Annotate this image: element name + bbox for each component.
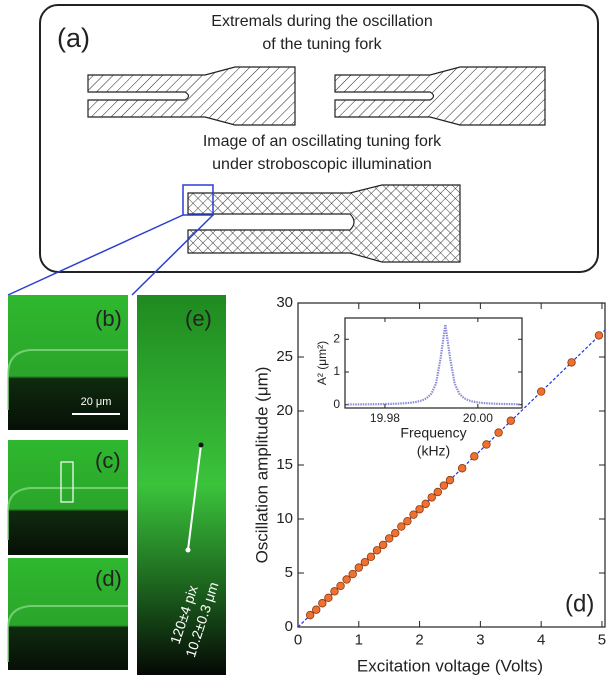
panel-label: (d) (95, 566, 122, 591)
panel-label: (b) (95, 306, 122, 331)
micrograph: (c) (7, 440, 128, 555)
data-point (415, 505, 424, 514)
x-axis-label: Frequency (400, 425, 466, 441)
annotation: (d) (565, 590, 594, 617)
y-tick-label: 0 (333, 397, 340, 411)
data-point (506, 416, 515, 425)
x-tick-label: 4 (537, 631, 545, 648)
data-point (421, 499, 430, 509)
y-tick-label: 0 (285, 618, 293, 635)
data-point (360, 558, 370, 567)
zoom-box (182, 184, 214, 216)
data-point (494, 428, 503, 437)
y-axis-label: Oscillation amplitude (μm) (252, 367, 271, 564)
x-tick-label: 3 (476, 631, 484, 648)
y-axis-label: A² (μm²) (315, 341, 329, 385)
data-line (347, 324, 520, 406)
micrograph: (b) 20 μm (7, 295, 128, 430)
caption: under stroboscopic illumination (212, 156, 432, 173)
caption: Image of an oscillating tuning fork (203, 133, 442, 150)
scale-label: 20 μm (81, 396, 112, 408)
plot-area (297, 329, 606, 628)
data-point (318, 599, 327, 608)
caption: Extremals during the oscillation (211, 13, 432, 30)
data-point (384, 534, 394, 543)
y-tick-label: 30 (276, 294, 293, 311)
data-point (391, 528, 400, 538)
data-point (427, 493, 436, 502)
x-axis-label: (kHz) (417, 443, 450, 459)
x-tick-label: 1 (355, 631, 363, 648)
y-tick-label: 2 (333, 331, 340, 345)
panel-label: (c) (95, 448, 121, 473)
data-point (482, 440, 491, 449)
data-point (348, 569, 357, 579)
y-tick-label: 10 (276, 510, 293, 527)
data-point (433, 487, 443, 497)
fork-stroboscopic (187, 184, 461, 263)
micrograph: (e) 120±4 pix 10.2±0.3 μm (137, 295, 226, 675)
data-point (397, 522, 406, 531)
plot-area (347, 324, 520, 406)
y-tick-label: 5 (285, 564, 293, 581)
data-point (409, 510, 418, 519)
y-tick-label: 1 (333, 364, 340, 378)
y-tick-label: 15 (276, 456, 293, 473)
x-tick-label: 0 (294, 631, 302, 648)
panel-label: (a) (57, 23, 90, 53)
caption: of the tuning fork (262, 36, 382, 53)
data-point (457, 464, 467, 473)
x-tick-label: 19.98 (370, 411, 400, 425)
data-point (336, 581, 345, 591)
fork-extremal (334, 66, 546, 126)
zoom-line (7, 214, 184, 296)
data-point (312, 605, 321, 614)
plot-frame (344, 317, 523, 409)
fork-extremal (87, 66, 296, 126)
data-point (378, 540, 388, 550)
y-tick-label: 25 (276, 348, 293, 365)
data-point (567, 358, 576, 367)
data-point (366, 552, 376, 561)
x-tick-label: 20.00 (463, 411, 493, 425)
data-point (439, 481, 449, 490)
panel-label: (e) (185, 306, 212, 331)
data-point (330, 587, 339, 596)
zoom-line (131, 214, 214, 296)
x-tick-label: 5 (598, 631, 606, 648)
data-point (403, 516, 412, 526)
data-point (445, 475, 455, 485)
data-point (342, 575, 351, 584)
data-point (354, 563, 363, 572)
data-point (536, 387, 546, 396)
data-point (324, 593, 333, 603)
micrograph: (d) (7, 558, 128, 670)
data-point (372, 546, 382, 555)
x-tick-label: 2 (415, 631, 423, 648)
x-axis-label: Excitation voltage (Volts) (357, 656, 543, 675)
data-point (594, 331, 604, 340)
data-point (305, 610, 315, 620)
y-tick-label: 20 (276, 402, 293, 419)
data-point (470, 452, 479, 461)
